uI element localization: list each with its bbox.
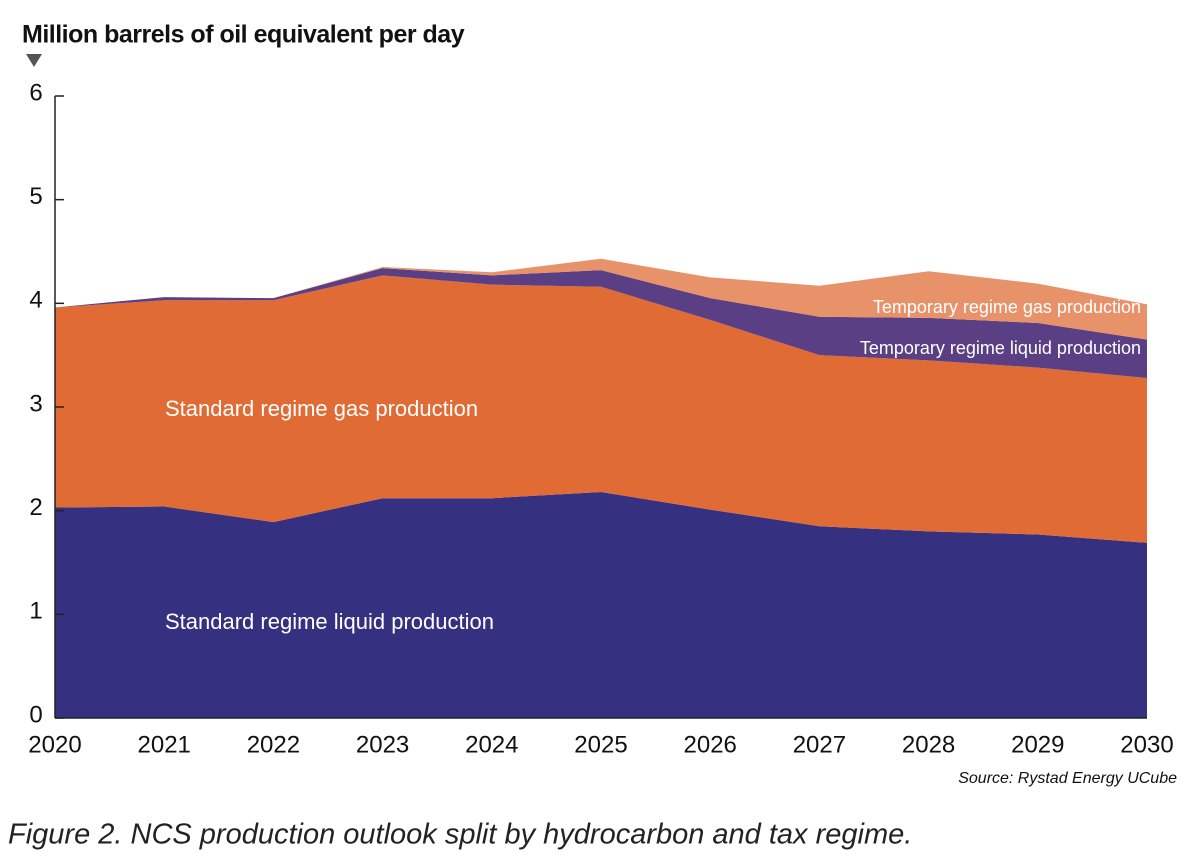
area	[55, 268, 1147, 378]
source: Source: Rystad Energy UCube	[958, 770, 1177, 787]
y-tick-label: 3	[29, 390, 42, 417]
series-label: Standard regime liquid production	[165, 609, 494, 634]
series-label: Standard regime gas production	[165, 396, 478, 421]
y-tick-label: 0	[29, 701, 42, 728]
x-tick-label: 2021	[138, 731, 191, 758]
y-tick-label: 1	[29, 598, 42, 625]
x-tick-label: 2022	[247, 731, 300, 758]
x-tick-label: 2023	[356, 731, 409, 758]
y-tick-label: 4	[29, 287, 42, 314]
x-tick-label: 2020	[28, 731, 81, 758]
area	[55, 275, 1147, 543]
x-tick-label: 2028	[902, 731, 955, 758]
x-tick-label: 2027	[793, 731, 846, 758]
y-tick-label: 6	[29, 79, 42, 106]
caption: Figure 2. NCS production outlook split b…	[8, 819, 912, 851]
series-label: Temporary regime liquid production	[860, 338, 1141, 358]
x-tick-label: 2026	[684, 731, 737, 758]
series-label: Temporary regime gas production	[873, 297, 1141, 317]
y-tick-label: 2	[29, 494, 42, 521]
x-tick-label: 2025	[574, 731, 627, 758]
x-tick-label: 2024	[465, 731, 518, 758]
area	[55, 492, 1147, 718]
y-tick-label: 5	[29, 183, 42, 210]
axis-marker	[26, 54, 42, 67]
y-axis-title: Million barrels of oil equivalent per da…	[22, 21, 465, 49]
x-tick-label: 2030	[1120, 731, 1173, 758]
x-tick-label: 2029	[1011, 731, 1064, 758]
area	[55, 258, 1147, 340]
